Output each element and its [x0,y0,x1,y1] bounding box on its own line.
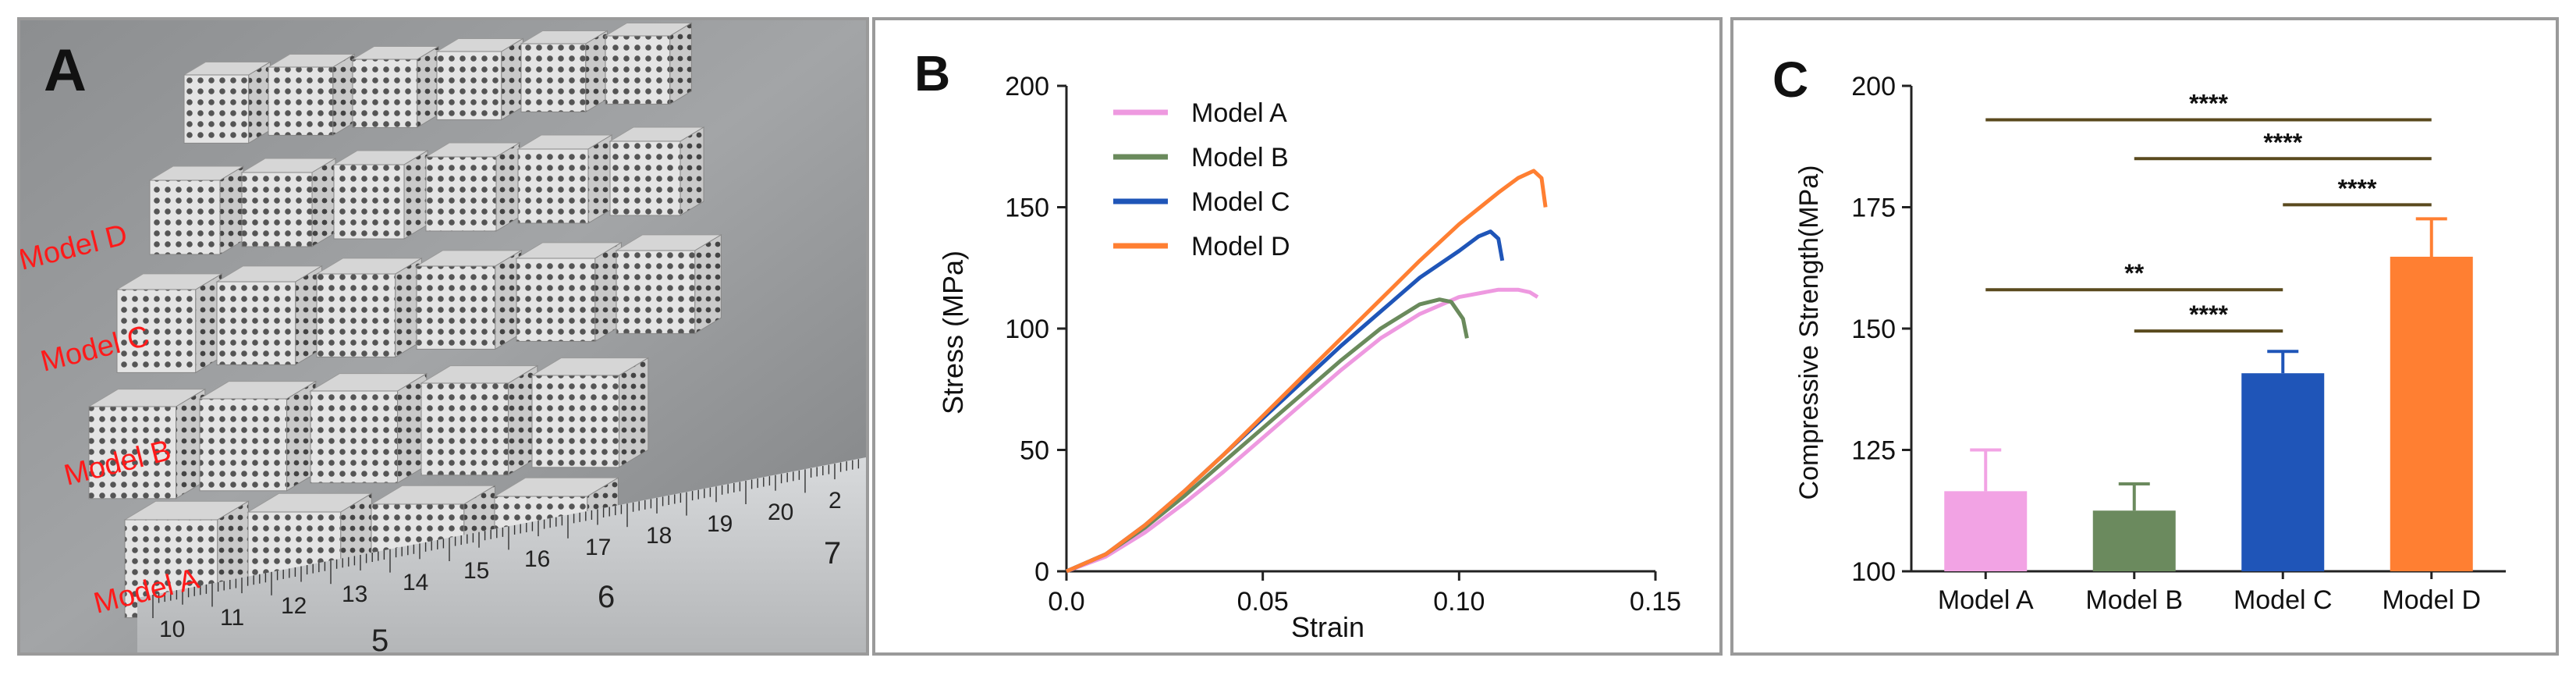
lattice-cube [198,380,318,492]
ruler-number: 10 [159,617,185,642]
lattice-cube [415,249,523,350]
y-tick-label: 0 [1034,557,1049,587]
lattice-cube [215,265,324,366]
legend-label: Model A [1191,98,1287,128]
panel-c-compressive-strength: C 100 125 150 175 200 Model A Model B Model C Mo… [1730,17,2559,656]
x-tick-label: Model D [2382,585,2481,615]
ruler-number-large: 7 [824,536,841,571]
series-line-model-c [1066,229,1505,574]
lattice-cube [435,37,525,121]
x-tick-label: Model C [2234,585,2333,615]
panel-a-photo: 101112131415161718192025678 A Model D Mo… [17,17,869,656]
y-tick-label: 200 [1005,72,1049,101]
lattice-cube [240,158,337,247]
lattice-cube [148,165,245,255]
y-tick-label: 50 [1020,436,1049,466]
legend-label: Model C [1191,187,1290,217]
ruler-number: 11 [220,605,244,631]
legend-label: Model D [1191,232,1290,261]
significance-stars: **** [2189,300,2228,329]
series-line-model-d [1066,169,1548,574]
ruler-number: 2 [829,488,842,514]
series-line-model-a [1066,287,1539,574]
series-line-model-b [1066,297,1469,574]
lattice-cube [267,53,357,137]
lattice-cube [604,22,694,105]
bar-model-a [1944,491,2028,571]
lattice-cube [516,134,613,224]
ruler-number-large: 6 [598,580,615,614]
panel-b-label: B [914,45,950,101]
lattice-cube [351,45,441,129]
ruler-number: 20 [768,499,793,525]
ruler-number: 18 [646,523,672,549]
y-tick-label: 100 [1851,557,1896,587]
y-tick-label: 150 [1851,315,1896,344]
lattice-cube [424,142,521,232]
y-tick-label: 200 [1851,72,1896,101]
lattice-cube [309,372,428,484]
ruler-number: 15 [463,558,489,584]
chart-c-bars [1944,217,2473,571]
significance-stars: ** [2124,259,2144,287]
lattice-cube [315,257,424,358]
bar-model-d [2390,256,2473,571]
y-tick-label: 125 [1851,436,1896,466]
chart-b-axes: 0 50 100 150 200 0.0 0.05 0.10 0.15 [1005,72,1681,617]
ruler: 101112131415161718192025678 [137,457,866,652]
y-tick-label: 175 [1851,194,1896,223]
x-tick-label: Model B [2085,585,2183,615]
x-tick-label: 0.05 [1237,587,1289,617]
chart-b-legend: Model A Model B Model C Model D [1113,98,1290,261]
significance-stars: **** [2338,174,2377,202]
x-tick-label: 0.0 [1048,587,1084,617]
x-axis-title: Strain [1291,611,1364,643]
ruler-number: 19 [707,511,733,537]
lattice-cube [530,357,650,468]
lattice-cube [115,272,224,374]
ruler-number-large: 5 [371,624,389,652]
lattice-cube [520,30,609,113]
y-tick-label: 100 [1005,315,1049,344]
ruler-number: 17 [585,535,611,560]
lattice-cube [609,126,705,216]
bar-model-b [2092,510,2176,571]
lattice-cube [615,233,723,335]
significance-stars: **** [2263,128,2302,156]
y-axis-title: Stress (MPa) [937,251,969,414]
ruler-number: 16 [524,546,550,572]
y-axis-title: Compressive Strength(MPa) [1794,165,1824,500]
photo-illustration: 101112131415161718192025678 A Model D Mo… [20,20,866,652]
lattice-cube [515,241,623,343]
significance-stars: **** [2189,90,2228,118]
ruler-number: 14 [403,570,428,595]
x-tick-label: 0.10 [1433,587,1485,617]
panel-c-label: C [1772,52,1808,108]
ruler-number: 12 [281,593,307,619]
panel-b-stress-strain: B 0 50 100 150 200 0.0 0.05 0.10 0.15 Model A Mod… [872,17,1723,656]
lattice-cube [332,150,429,240]
chart-c-significance: ****************** [1985,90,2432,333]
x-tick-label: Model A [1938,585,2034,615]
legend-label: Model B [1191,143,1289,172]
y-tick-label: 150 [1005,194,1049,223]
chart-b-series [1066,169,1548,574]
ruler-number: 13 [342,581,367,607]
lattice-cube [420,364,539,476]
panel-a-label: A [44,37,87,104]
lattice-cube [183,61,272,144]
compressive-strength-chart: C 100 125 150 175 200 Model A Model B Model C Mo… [1772,52,2506,615]
x-tick-label: 0.15 [1630,587,1681,617]
lattice-cube [87,388,207,499]
bar-model-c [2241,373,2325,571]
